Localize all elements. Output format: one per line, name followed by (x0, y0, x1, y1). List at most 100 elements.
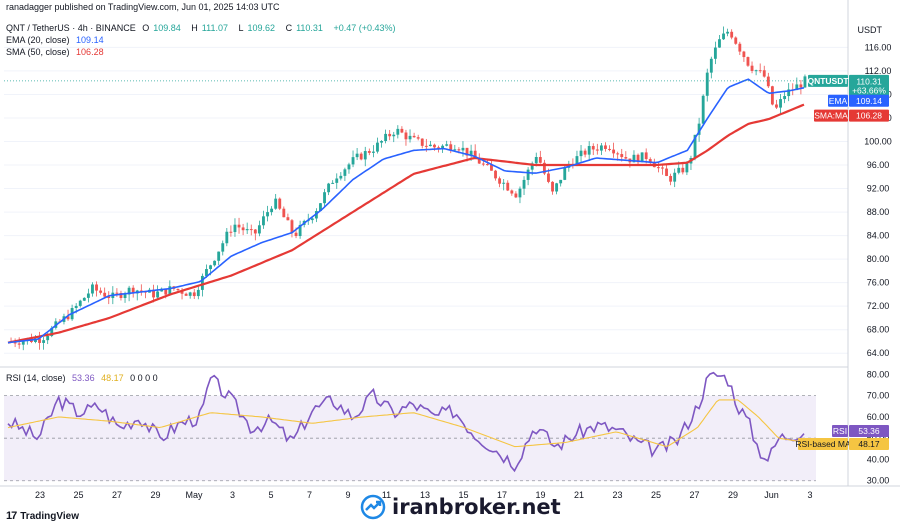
time-tick-label: 15 (458, 490, 468, 500)
candle-body (433, 144, 436, 148)
candle-body (734, 37, 738, 44)
rsi-ma-line (7, 399, 805, 448)
low-value: 109.62 (247, 23, 276, 33)
change-value: +0.47 (+0.43%) (333, 23, 396, 33)
candle-body (323, 192, 326, 204)
ema-legend-value: 109.14 (76, 35, 104, 45)
candle-body (209, 265, 212, 270)
candle-body (335, 178, 339, 183)
candle-body (473, 150, 477, 158)
candle-body (184, 293, 188, 296)
price-tick-label: 64.00 (867, 348, 890, 358)
candle-body (534, 156, 538, 164)
candle-body (453, 149, 457, 151)
last-price-symbol-badge-bg (808, 74, 848, 87)
candle-body (779, 99, 782, 108)
rsi-value-badge-bg (849, 425, 889, 438)
price-tick-label: 84.00 (867, 231, 890, 241)
time-tick-label: 25 (651, 490, 661, 500)
candle-body (766, 76, 770, 87)
candle-body (522, 179, 526, 189)
sma-tag-badge-bg (814, 109, 848, 122)
candle-body (262, 216, 265, 226)
rsi-legend[interactable]: RSI (14, close) 53.36 48.17 0 0 0 0 (6, 372, 162, 384)
candle-body (78, 300, 82, 306)
ema-value-badge-bg (849, 94, 889, 107)
high-label: H (191, 23, 198, 33)
candle-body (555, 183, 559, 192)
time-tick-label: 13 (420, 490, 430, 500)
time-tick-label: 27 (112, 490, 122, 500)
candle-body (376, 142, 379, 152)
open-label: O (142, 23, 150, 33)
tradingview-logo[interactable]: 17 TradingView (6, 510, 79, 522)
candle-body (319, 203, 322, 212)
candle-body (722, 33, 725, 40)
candle-body (327, 183, 331, 193)
candle-body (343, 169, 347, 176)
candle-body (742, 51, 746, 58)
time-tick-label: 17 (497, 490, 507, 500)
time-tick-label: 27 (689, 490, 699, 500)
candle-body (685, 163, 689, 173)
candle-body (286, 217, 290, 221)
candle-body (502, 182, 506, 184)
candles (9, 26, 807, 351)
low-label: L (238, 23, 244, 33)
price-tick-label: 76.00 (867, 278, 890, 288)
candle-body (644, 152, 648, 160)
candle-body (384, 133, 388, 141)
candle-body (730, 31, 734, 38)
candle-body (583, 150, 587, 155)
candle-body (498, 178, 502, 184)
candle-body (164, 288, 168, 295)
time-tick-label: 5 (268, 490, 273, 500)
candle-body (705, 72, 709, 96)
candle-body (298, 224, 302, 237)
candle-body (648, 159, 652, 163)
candle-body (278, 198, 282, 209)
sma-legend[interactable]: SMA (50, close) 106.28 (6, 46, 400, 58)
currency-label[interactable]: USDT (857, 25, 883, 35)
candle-body (599, 145, 603, 151)
candle-body (799, 84, 803, 88)
candle-body (127, 287, 131, 295)
candle-body (420, 138, 424, 146)
watermark: iranbroker.net (360, 494, 561, 520)
candle-body (46, 335, 50, 341)
candle-body (465, 147, 469, 156)
time-tick-label: 7 (307, 490, 312, 500)
time-tick-label: 23 (612, 490, 622, 500)
time-tick-label: 19 (535, 490, 545, 500)
candle-body (726, 31, 730, 34)
candle-body (542, 162, 546, 174)
symbol-title[interactable]: QNT / TetherUS · 4h · BINANCE (6, 23, 136, 33)
candle-body (180, 290, 184, 294)
candle-body (795, 84, 799, 91)
candle-body (253, 229, 257, 234)
high-value: 111.07 (201, 23, 228, 33)
candle-body (481, 163, 485, 165)
price-tick-label: 92.00 (867, 184, 890, 194)
time-tick-label: 25 (73, 490, 83, 500)
candle-body (697, 123, 701, 135)
candle-body (526, 169, 530, 180)
sma-value-badge: 106.28 (856, 111, 882, 121)
candle-body (514, 193, 518, 198)
candle-body (709, 58, 713, 73)
ema-legend[interactable]: EMA (20, close) 109.14 (6, 34, 400, 46)
candle-body (746, 57, 750, 66)
candle-body (449, 144, 453, 150)
candle-body (152, 289, 155, 298)
sma-value-badge-bg (849, 109, 889, 122)
candle-body (640, 152, 644, 163)
candle-body (428, 144, 432, 147)
rsi-ma-value-badge: 48.17 (858, 439, 880, 449)
last-price-symbol-badge: QNTUSDT (807, 76, 849, 86)
candle-body (192, 292, 196, 297)
rsi-legend-label: RSI (14, close) (6, 373, 66, 383)
last-price-percent: +63.66% (852, 85, 886, 95)
candle-body (559, 179, 563, 184)
